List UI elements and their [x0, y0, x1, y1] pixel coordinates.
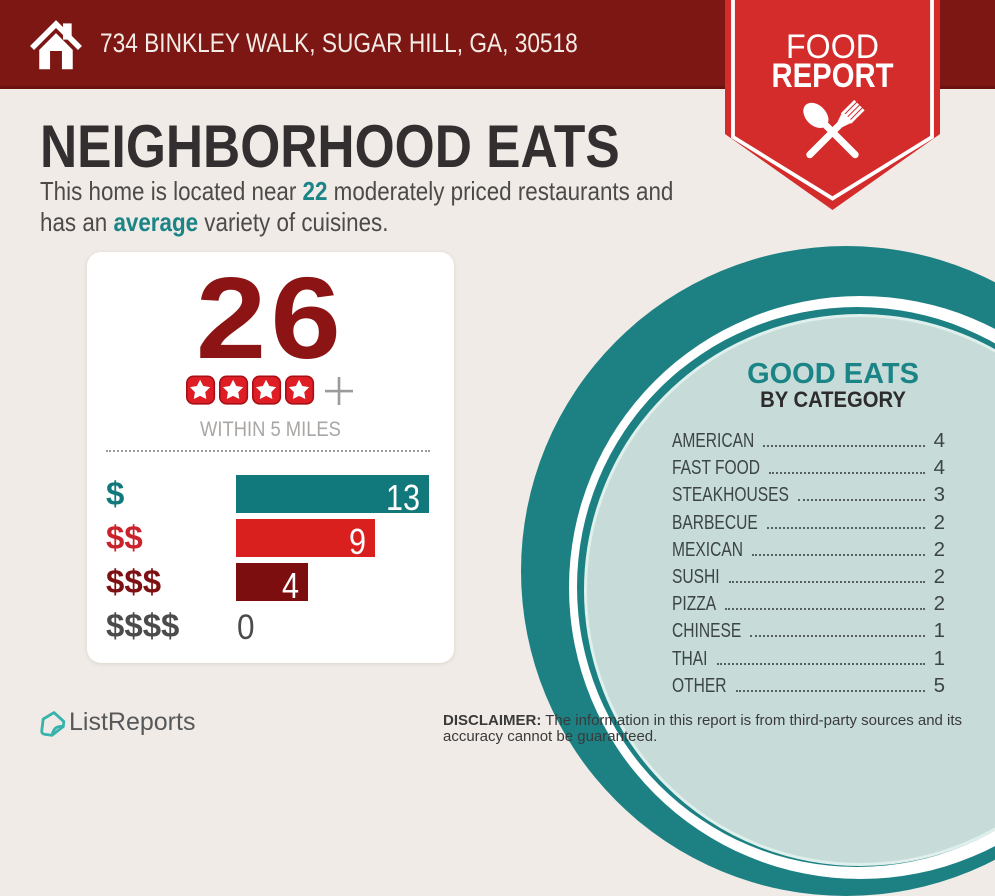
svg-text:FOOD: FOOD [786, 28, 879, 66]
svg-text:REPORT: REPORT [772, 57, 894, 95]
